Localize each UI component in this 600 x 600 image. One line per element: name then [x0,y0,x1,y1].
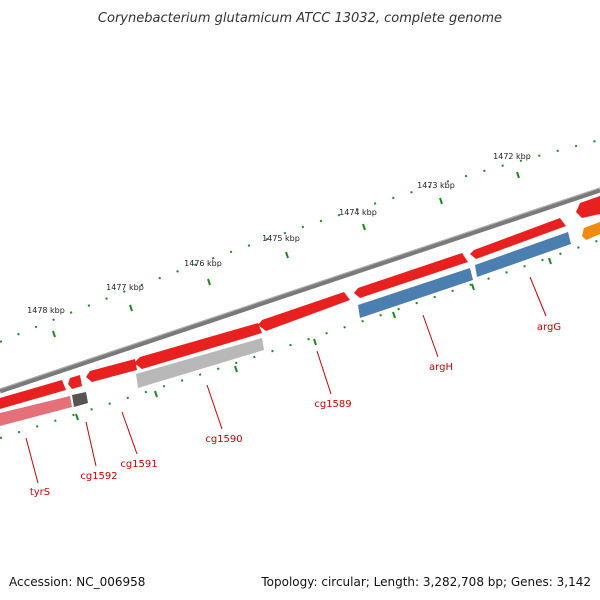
kbp-label: 1473 kbp [417,181,455,190]
gene-arrow-forward[interactable] [68,375,82,389]
gene-arrow-argH[interactable] [358,268,473,318]
gene-label-argG: argG [537,322,561,333]
gene-arrow-cg1590[interactable] [136,338,264,388]
genome-backbone [0,187,600,394]
gene-label-cg1592: cg1592 [80,471,117,482]
gene-arrow-reverse[interactable] [582,222,600,240]
genome-title: Corynebacterium glutamicum ATCC 13032, c… [98,11,502,26]
genome-backbone-highlight [0,187,600,390]
kbp-label: 1476 kbp [184,259,222,268]
gene-arrow-tyrS[interactable] [0,396,72,426]
kbp-label: 1474 kbp [339,208,377,217]
gene-arrow-forward[interactable] [470,218,566,259]
gene-arrow-cg1592[interactable] [72,392,88,407]
gene-label-cg1590: cg1590 [205,434,242,445]
gene-leader-lines [25,276,547,484]
inner-tick-ring [0,239,600,439]
gene-label-tyrS: tyrS [30,487,50,498]
gene-label-cg1591: cg1591 [120,459,157,470]
kbp-label: 1477 kbp [106,283,144,292]
gene-arrow-forward[interactable] [134,323,262,369]
accession-text: Accession: NC_006958 [9,575,145,589]
inner-major-ticks [75,257,552,421]
reverse-strand [0,222,600,426]
gene-label-argH: argH [429,362,453,373]
gene-arrow-cg1589[interactable] [258,292,350,331]
topology-text: Topology: circular; Length: 3,282,708 bp… [260,575,591,589]
gene-arrow-cg1591[interactable] [86,359,137,382]
gene-arrow-forward[interactable] [576,196,600,218]
gene-arrow-argG[interactable] [475,232,571,277]
kbp-label: 1472 kbp [493,152,531,161]
kbp-label: 1478 kbp [27,306,65,315]
kbp-label: 1475 kbp [262,234,300,243]
forward-strand [0,196,600,409]
gene-arrow-forward[interactable] [354,253,468,298]
gene-arrow-forward[interactable] [0,380,66,409]
outer-major-ticks [52,171,520,338]
gene-label-cg1589: cg1589 [314,399,351,410]
